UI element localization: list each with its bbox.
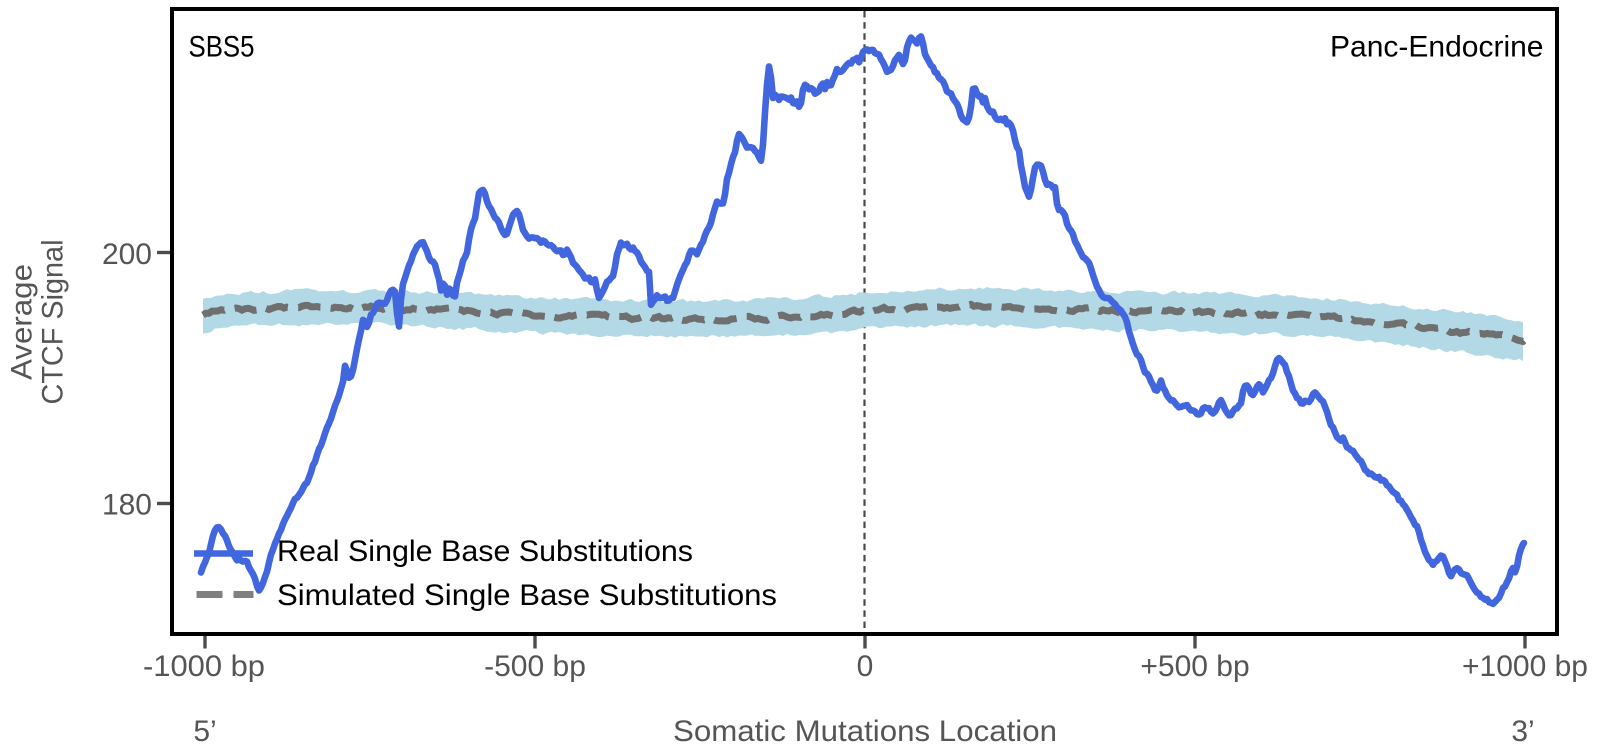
svg-text:Simulated Single Base Substitu: Simulated Single Base Substitutions xyxy=(277,579,777,612)
svg-text:200: 200 xyxy=(102,238,152,271)
svg-text:3’: 3’ xyxy=(1511,715,1534,748)
svg-text:0: 0 xyxy=(857,650,874,683)
svg-text:-500 bp: -500 bp xyxy=(484,650,586,683)
svg-text:CTCF Signal: CTCF Signal xyxy=(37,240,70,405)
svg-text:Real Single Base Substitutions: Real Single Base Substitutions xyxy=(277,535,693,568)
svg-text:Panc-Endocrine: Panc-Endocrine xyxy=(1330,31,1543,64)
svg-text:+500 bp: +500 bp xyxy=(1140,650,1249,683)
svg-text:5’: 5’ xyxy=(193,715,216,748)
svg-text:+1000 bp: +1000 bp xyxy=(1462,650,1588,683)
svg-text:180: 180 xyxy=(102,489,152,522)
svg-text:-1000 bp: -1000 bp xyxy=(143,650,265,683)
svg-text:SBS5: SBS5 xyxy=(189,31,255,64)
svg-text:Average: Average xyxy=(6,264,39,380)
svg-text:Somatic Mutations Location: Somatic Mutations Location xyxy=(673,715,1057,748)
